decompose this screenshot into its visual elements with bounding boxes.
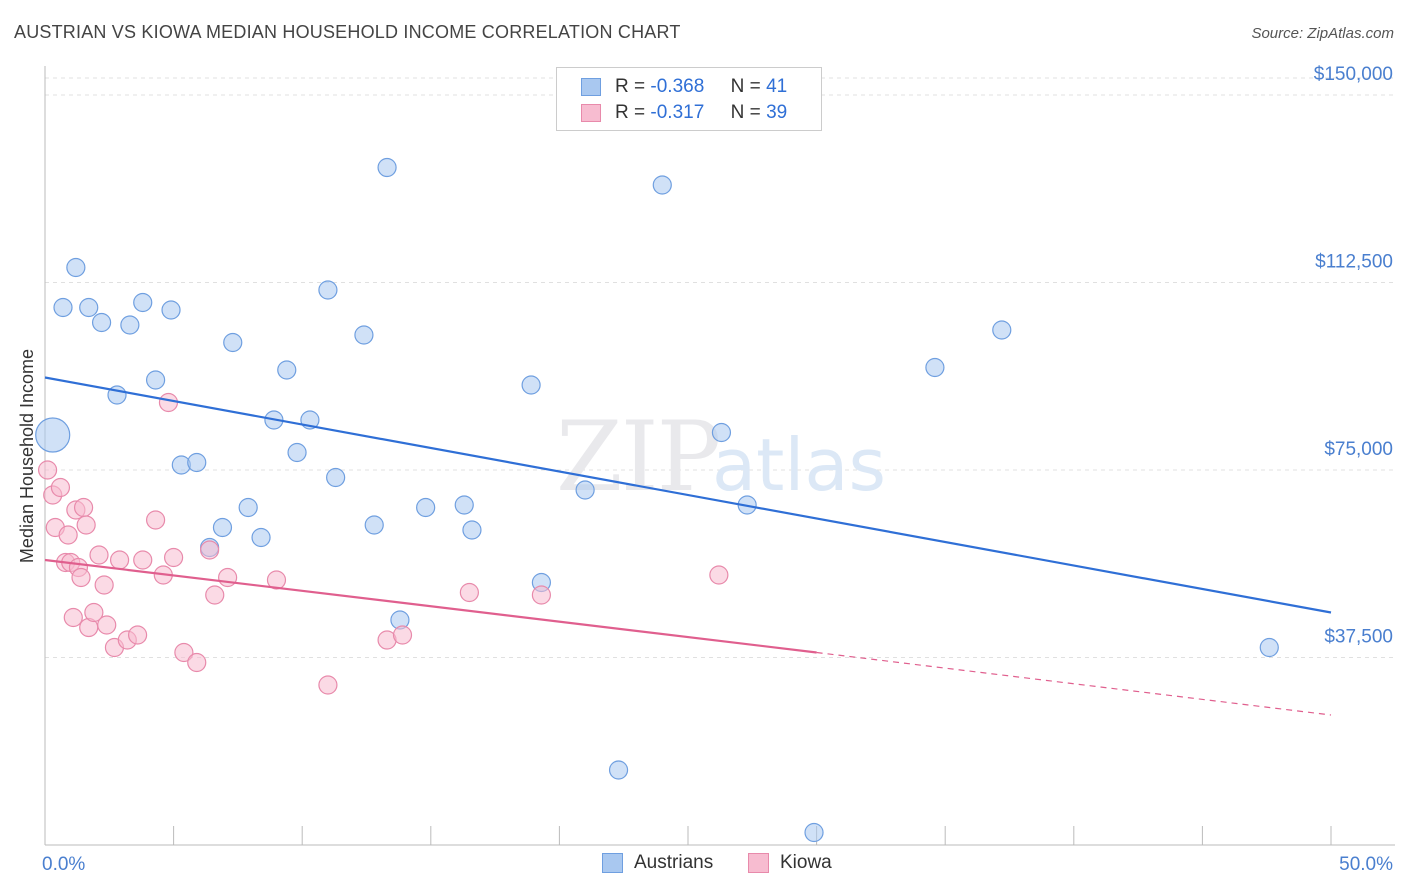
legend-swatch-austrians [581, 78, 601, 96]
kiowa-point [63, 607, 83, 628]
kiowa-point [218, 567, 238, 588]
austrians-point [711, 422, 732, 443]
austrians-point [326, 467, 346, 488]
legend-n-label: N = [730, 102, 761, 123]
legend-r-label: R = [615, 76, 646, 97]
austrians-point [454, 495, 474, 515]
austrians-point [652, 175, 672, 195]
legend-n-label: N = [730, 76, 761, 97]
kiowa-point [266, 570, 287, 590]
kiowa-point [50, 477, 71, 498]
kiowa-trend-line [44, 558, 817, 654]
kiowa-point [84, 602, 104, 623]
kiowa-point [164, 547, 184, 568]
austrians-point [416, 497, 436, 518]
kiowa-point [174, 642, 194, 663]
tick-labels: $37,500 $75,000 $112,500 $150,000 0.0% 50.0% M… [17, 64, 1393, 875]
x-tick-label-max: 50.0% [1339, 854, 1393, 875]
austrians-point [462, 520, 482, 540]
austrians-point [575, 480, 595, 500]
kiowa-point [133, 550, 153, 570]
series-label-kiowa: Kiowa [780, 852, 832, 873]
kiowa-point [109, 550, 130, 570]
source-note: Source: ZipAtlas.com [1251, 25, 1394, 42]
correlation-legend: R = -0.368 N = 41 R = -0.317 N = 39 [556, 67, 822, 131]
austrians-point [377, 157, 397, 178]
y-axis-label: Median Household Income [17, 349, 37, 563]
series-swatch-austrians [602, 853, 623, 873]
austrians-point [608, 760, 629, 780]
legend-r-label: R = [615, 102, 646, 123]
kiowa-point [37, 460, 58, 480]
austrians-point [223, 332, 243, 353]
austrians-points [35, 157, 1279, 843]
kiowa-point [127, 625, 148, 645]
kiowa-point [459, 582, 479, 603]
austrians-point [212, 517, 233, 538]
austrians-point [161, 300, 181, 320]
austrians-point [133, 292, 153, 313]
kiowa-point [76, 515, 96, 535]
austrians-point [521, 375, 541, 395]
y-tick-label: $75,000 [1324, 439, 1393, 460]
kiowa-point [71, 567, 91, 588]
legend-r-value: -0.368 [650, 76, 705, 97]
austrians-point [277, 360, 297, 380]
legend-swatch-kiowa [581, 104, 601, 122]
legend-n-value: 39 [766, 102, 788, 123]
kiowa-point [94, 575, 114, 595]
austrians-point [145, 370, 166, 390]
kiowa-point [158, 392, 179, 413]
legend-n-value: 41 [766, 76, 788, 97]
kiowa-point [709, 565, 729, 585]
austrians-point [287, 442, 307, 463]
austrians-point [364, 515, 384, 535]
austrians-point [318, 280, 338, 300]
x-tick-label-min: 0.0% [42, 854, 85, 875]
austrians-point [354, 325, 374, 345]
austrians-point [79, 297, 99, 318]
kiowa-trend-line-extrapolated [816, 651, 1332, 716]
chart-title: AUSTRIAN VS KIOWA MEDIAN HOUSEHOLD INCOM… [14, 22, 681, 42]
austrians-point [238, 497, 258, 518]
kiowa-point [318, 675, 338, 695]
austrians-point [35, 417, 71, 453]
kiowa-point [392, 625, 413, 645]
austrians-point [120, 315, 140, 335]
y-tick-label: $37,500 [1324, 627, 1393, 648]
austrians-point [187, 452, 207, 473]
austrians-trend-line [44, 376, 1332, 614]
austrians-point [91, 312, 112, 333]
kiowa-point [187, 652, 207, 673]
axes [44, 66, 1395, 846]
kiowa-point [205, 585, 225, 605]
austrians-point [251, 527, 271, 548]
y-tick-label: $150,000 [1314, 64, 1393, 85]
kiowa-point [200, 540, 220, 560]
kiowa-point [531, 585, 551, 605]
y-tick-label: $112,500 [1315, 252, 1393, 273]
watermark: ZIP atlas [556, 401, 886, 513]
kiowa-point [89, 545, 109, 565]
austrians-point [66, 257, 86, 278]
austrians-point [1259, 637, 1279, 658]
watermark-atlas: atlas [712, 423, 886, 507]
series-swatch-kiowa [748, 853, 769, 873]
austrians-point [804, 822, 824, 843]
austrians-point [925, 357, 945, 378]
austrians-point [992, 320, 1012, 340]
kiowa-points [37, 392, 729, 695]
legend-r-value: -0.317 [650, 102, 705, 123]
austrians-point [53, 297, 73, 318]
kiowa-point [97, 615, 117, 635]
kiowa-point [58, 525, 78, 545]
trend-lines [44, 376, 1332, 716]
kiowa-point [73, 497, 94, 518]
series-label-austrians: Austrians [634, 852, 714, 873]
kiowa-point [145, 510, 166, 530]
